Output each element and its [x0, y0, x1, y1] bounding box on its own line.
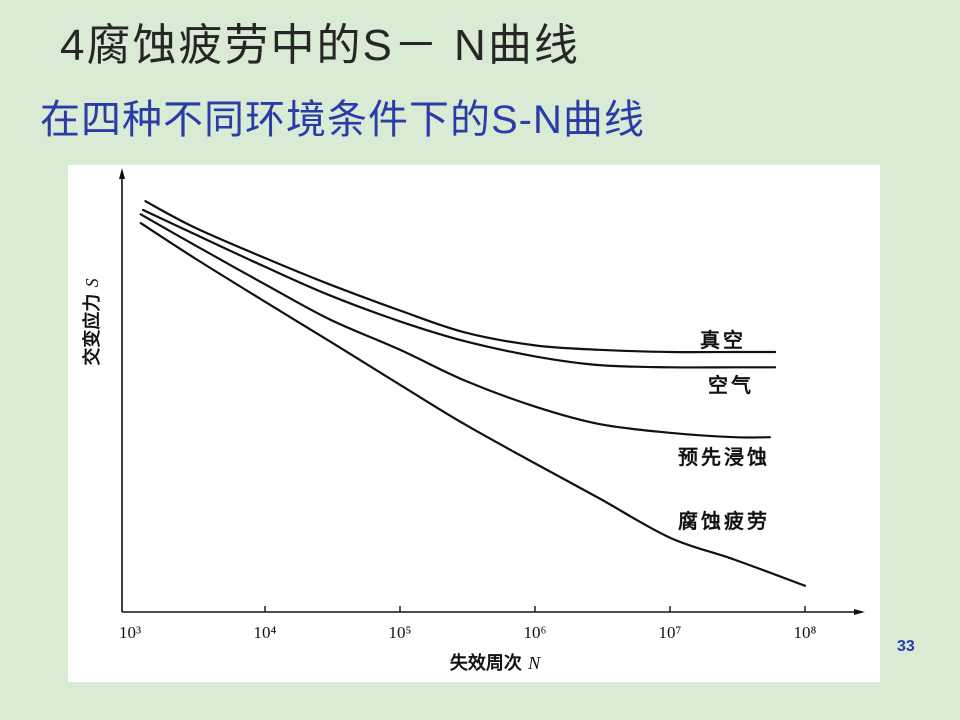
series-line-vacuum	[144, 200, 777, 354]
y-axis-arrowhead	[119, 168, 125, 179]
series-line-air	[142, 208, 777, 369]
x-tick-label: 10⁵	[389, 623, 412, 642]
x-tick-label: 10⁸	[794, 623, 817, 642]
series-line-corrosion-fatigue	[139, 222, 807, 587]
chart-panel: 10³ 10⁴ 10⁵ 10⁶ 10⁷ 10⁸ 失效周次 N 交变应力 S 真空空气预先浸蚀腐蚀…	[68, 165, 880, 682]
x-tick-label: 10⁷	[659, 623, 682, 642]
x-tick-label: 10⁴	[254, 623, 277, 642]
series-label-air: 空气	[708, 373, 754, 397]
x-axis-arrowhead	[854, 609, 865, 615]
series-line-pre-corroded	[139, 213, 771, 439]
sn-curve-chart: 10³ 10⁴ 10⁵ 10⁶ 10⁷ 10⁸ 失效周次 N 交变应力 S 真空空气预先浸蚀腐蚀…	[81, 168, 865, 674]
x-tick-label: 10⁶	[524, 623, 547, 642]
x-tick-label: 10³	[119, 623, 141, 642]
series-label-pre-corroded: 预先浸蚀	[678, 445, 770, 469]
slide-subtitle: 在四种不同环境条件下的S-N曲线	[40, 98, 645, 142]
x-axis-label: 失效周次 N	[450, 652, 541, 674]
y-axis-label: 交变应力 S	[81, 278, 103, 365]
slide-title: 4腐蚀疲劳中的S－ N曲线	[60, 21, 580, 70]
page-number: 33	[897, 638, 915, 655]
series-label-corrosion-fatigue: 腐蚀疲劳	[678, 509, 770, 533]
series-label-vacuum: 真空	[700, 328, 746, 352]
